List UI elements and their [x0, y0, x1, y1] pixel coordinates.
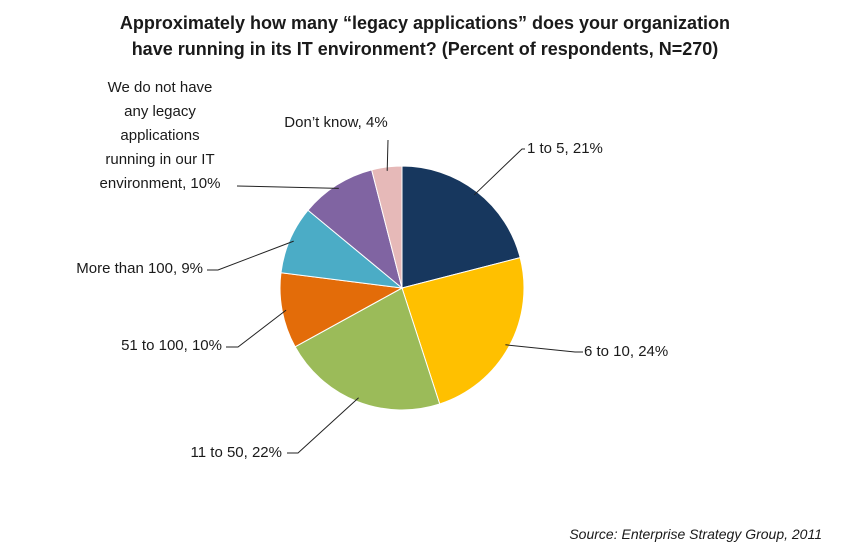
pie-slice-0 [401, 165, 521, 289]
pie-slice-6 [371, 165, 403, 289]
pie-slice-2 [294, 287, 441, 411]
leader-line-6 [386, 139, 389, 171]
leader-line-5 [236, 185, 339, 189]
slice-label-5: We do not have any legacy applications runn… [100, 79, 221, 192]
chart-title: Approximately how many “legacy applicati… [0, 10, 850, 62]
pie-slice-1 [401, 257, 525, 405]
slice-label-3: 51 to 100, 10% [121, 337, 222, 354]
slice-label-1: 6 to 10, 24% [584, 343, 668, 360]
leader-line-1 [505, 344, 583, 353]
leader-line-4 [207, 240, 294, 271]
slice-label-2: 11 to 50, 22% [191, 444, 282, 461]
leader-line-2 [287, 397, 359, 454]
leader-line-0 [473, 148, 525, 196]
source-note: Source: Enterprise Strategy Group, 2011 [569, 526, 822, 542]
chart-title-line-2: have running in its IT environment? (Per… [131, 39, 719, 59]
slice-label-4: More than 100, 9% [76, 260, 203, 277]
leader-line-3 [226, 309, 287, 348]
chart-title-line-1: Approximately how many “legacy applicati… [119, 13, 731, 33]
slice-label-6: Don’t know, 4% [284, 114, 387, 131]
slice-label-0: 1 to 5, 21% [527, 140, 603, 157]
pie-slice-5 [307, 169, 403, 290]
pie-slice-3 [279, 272, 404, 348]
